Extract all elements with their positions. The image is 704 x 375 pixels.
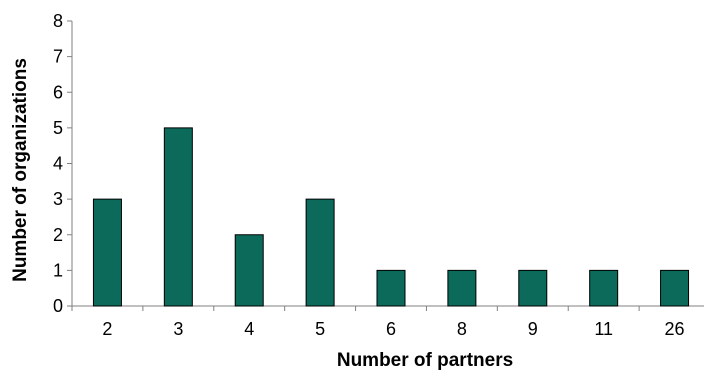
bar-11 [589, 269, 619, 307]
y-tick-label: 5 [53, 118, 63, 138]
y-tick-label: 3 [53, 189, 63, 209]
x-tick-label: 3 [173, 319, 183, 339]
x-tick-label: 11 [594, 319, 613, 339]
bar-3 [163, 127, 193, 307]
bar-2 [92, 198, 122, 307]
bar-26 [660, 269, 690, 307]
y-tick-label: 2 [53, 225, 63, 245]
x-tick-label: 5 [315, 319, 325, 339]
y-tick-label: 6 [53, 82, 63, 102]
x-tick-label: 8 [457, 319, 467, 339]
x-tick-label: 26 [665, 319, 685, 339]
bar-9 [518, 269, 548, 307]
plot-area: 0 1 2 3 4 5 6 7 8 2 3 4 5 6 8 9 11 26 [53, 11, 704, 339]
bar-8 [447, 269, 477, 307]
y-axis-title: Number of organizations [10, 58, 31, 282]
y-tick-label: 7 [53, 47, 63, 67]
x-axis-title: Number of partners [337, 350, 513, 371]
y-tick-label: 1 [53, 260, 63, 280]
x-tick-label: 4 [244, 319, 254, 339]
x-tick-label: 2 [102, 319, 112, 339]
x-tick-label: 6 [386, 319, 396, 339]
y-tick-label: 0 [53, 296, 63, 316]
bar-4 [234, 234, 264, 307]
bar-6 [376, 269, 406, 307]
y-tick-label: 4 [53, 154, 63, 174]
bar-5 [305, 198, 335, 307]
y-tick-label: 8 [53, 11, 63, 31]
x-tick-label: 9 [528, 319, 538, 339]
